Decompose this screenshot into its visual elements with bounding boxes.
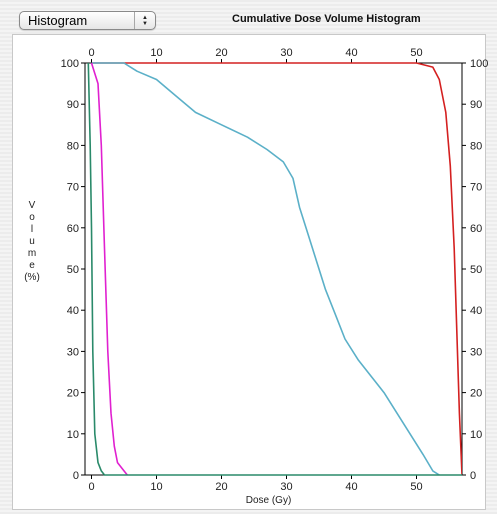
series-line-2 (92, 63, 440, 475)
y-tick-label-right: 70 (470, 182, 482, 194)
y-axis-title-char: V (29, 200, 36, 211)
series-line-3 (92, 63, 128, 475)
series-line-1 (92, 63, 463, 475)
y-axis-title-char: l (31, 224, 33, 235)
y-axis-title-char: (%) (24, 272, 40, 283)
y-tick-label-left: 30 (67, 346, 79, 358)
y-axis-title-char: e (29, 260, 35, 271)
y-tick-label-left: 100 (61, 58, 79, 70)
x-tick-label-top: 30 (280, 47, 292, 59)
y-tick-label-left: 40 (67, 305, 79, 317)
y-tick-label-left: 20 (67, 388, 79, 400)
x-tick-label-top: 0 (88, 47, 94, 59)
y-tick-label-right: 40 (470, 305, 482, 317)
y-tick-label-left: 80 (67, 140, 79, 152)
plot-frame (85, 63, 462, 475)
y-tick-label-left: 10 (67, 429, 79, 441)
y-tick-label-right: 30 (470, 346, 482, 358)
x-tick-label-top: 40 (345, 47, 357, 59)
y-tick-label-left: 50 (67, 264, 79, 276)
x-tick-label-top: 20 (215, 47, 227, 59)
x-tick-label-bottom: 0 (88, 481, 94, 493)
y-tick-label-right: 10 (470, 429, 482, 441)
x-axis-title: Dose (Gy) (246, 495, 292, 506)
y-axis-title-char: o (29, 212, 35, 223)
x-tick-label-top: 50 (410, 47, 422, 59)
y-tick-label-right: 0 (470, 470, 476, 482)
y-axis-title-char: u (29, 236, 35, 247)
y-tick-label-left: 0 (73, 470, 79, 482)
x-tick-label-bottom: 30 (280, 481, 292, 493)
y-tick-label-right: 50 (470, 264, 482, 276)
y-tick-label-right: 80 (470, 140, 482, 152)
x-tick-label-bottom: 40 (345, 481, 357, 493)
y-tick-label-left: 90 (67, 99, 79, 111)
x-tick-label-bottom: 50 (410, 481, 422, 493)
y-tick-label-right: 90 (470, 99, 482, 111)
y-axis-title-char: m (28, 248, 36, 259)
y-tick-label-left: 60 (67, 223, 79, 235)
y-tick-label-right: 100 (470, 58, 488, 70)
x-tick-label-bottom: 10 (150, 481, 162, 493)
x-tick-label-top: 10 (150, 47, 162, 59)
x-tick-label-bottom: 20 (215, 481, 227, 493)
y-tick-label-left: 70 (67, 182, 79, 194)
y-tick-label-right: 20 (470, 388, 482, 400)
series-line-4 (88, 63, 462, 475)
y-tick-label-right: 60 (470, 223, 482, 235)
